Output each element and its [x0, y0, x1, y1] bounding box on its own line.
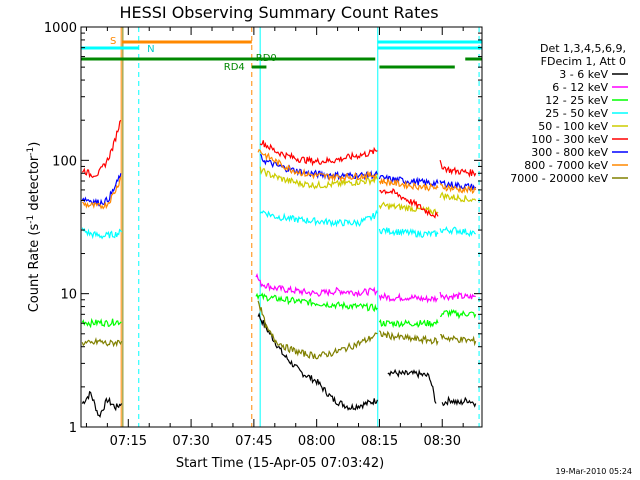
legend-label: 12 - 25 keV	[545, 94, 608, 107]
legend-header-line-1: Det 1,3,4,5,6,9,	[540, 42, 626, 55]
x-tick-label: 07:30	[172, 434, 209, 449]
y-tick-label: 1	[69, 421, 77, 436]
flag-label-rd0: RD0	[256, 53, 277, 64]
series-line	[439, 225, 477, 238]
y-axis-label-main: Count Rate (s	[27, 224, 42, 313]
legend-label: 800 - 7000 keV	[524, 159, 608, 172]
series-line	[441, 395, 477, 408]
y-tick-label: 10	[60, 288, 77, 303]
y-axis-label-sup1: -1	[26, 215, 36, 224]
series-line	[259, 140, 378, 167]
series-line	[81, 317, 122, 329]
x-tick-label: 08:15	[361, 434, 398, 449]
x-tick-label: 08:30	[424, 434, 461, 449]
series-line	[387, 368, 437, 404]
series-line	[257, 148, 378, 183]
series-line	[81, 227, 123, 240]
series-line	[378, 227, 439, 239]
flag-label-s: S	[110, 36, 116, 47]
series-line	[257, 300, 378, 360]
legend-label: 3 - 6 keV	[559, 68, 608, 81]
series-line	[378, 201, 439, 216]
legend-label: 50 - 100 keV	[538, 120, 608, 133]
series-line	[439, 159, 477, 178]
plot-frame	[80, 26, 483, 428]
series-line	[259, 166, 378, 190]
legend: Det 1,3,4,5,6,9, FDecim 1, Att 0 3 - 6 k…	[510, 42, 628, 185]
series-line	[82, 176, 122, 210]
y-axis-label-end: )	[27, 142, 42, 147]
series-line	[257, 312, 378, 411]
flag-label-rd4: RD4	[224, 62, 245, 73]
legend-label: 25 - 50 keV	[545, 107, 608, 120]
chart-title: HESSI Observing Summary Count Rates	[119, 3, 438, 22]
series-line	[378, 330, 439, 347]
series-line	[81, 173, 122, 207]
x-tick-label: 07:15	[110, 434, 147, 449]
legend-label: 100 - 300 keV	[531, 133, 608, 146]
series-line	[439, 291, 476, 302]
x-tick-label: 07:45	[235, 434, 272, 449]
series-line	[255, 272, 378, 298]
y-tick-label: 100	[52, 154, 77, 169]
series-line	[378, 318, 439, 329]
series-line	[378, 177, 439, 192]
series-line	[439, 183, 477, 195]
plot-area: S N RD0 RD4	[81, 27, 482, 427]
legend-label: 300 - 800 keV	[531, 146, 608, 159]
x-axis: 07:15 07:30 07:45 08:00 08:15 08:30	[85, 27, 464, 449]
y-axis: 1 10 100 1000	[44, 21, 482, 436]
y-axis-label-mid: detector	[27, 155, 42, 215]
series-line	[259, 209, 378, 228]
flag-label-n: N	[147, 44, 154, 55]
y-axis-label-sup2: -1	[26, 147, 36, 156]
legend-label: 7000 - 20000 keV	[510, 172, 608, 185]
legend-header-line-2: FDecim 1, Att 0	[541, 55, 626, 68]
series-line	[81, 390, 123, 418]
x-tick-label: 08:00	[298, 434, 335, 449]
series-line	[440, 333, 477, 347]
series-line	[81, 337, 123, 348]
footer-timestamp: 19-Mar-2010 05:24	[556, 467, 633, 476]
series-line	[259, 154, 378, 181]
y-tick-label: 1000	[44, 21, 77, 36]
legend-label: 6 - 12 keV	[552, 81, 608, 94]
series-line	[439, 191, 477, 203]
series-line	[379, 188, 439, 219]
series-line	[439, 308, 477, 320]
series-line	[255, 292, 378, 313]
y-axis-label: Count Rate (s-1 detector-1)	[26, 142, 42, 313]
series-line	[81, 119, 122, 179]
x-axis-label: Start Time (15-Apr-05 07:03:42)	[176, 456, 384, 471]
series-line	[378, 291, 439, 304]
